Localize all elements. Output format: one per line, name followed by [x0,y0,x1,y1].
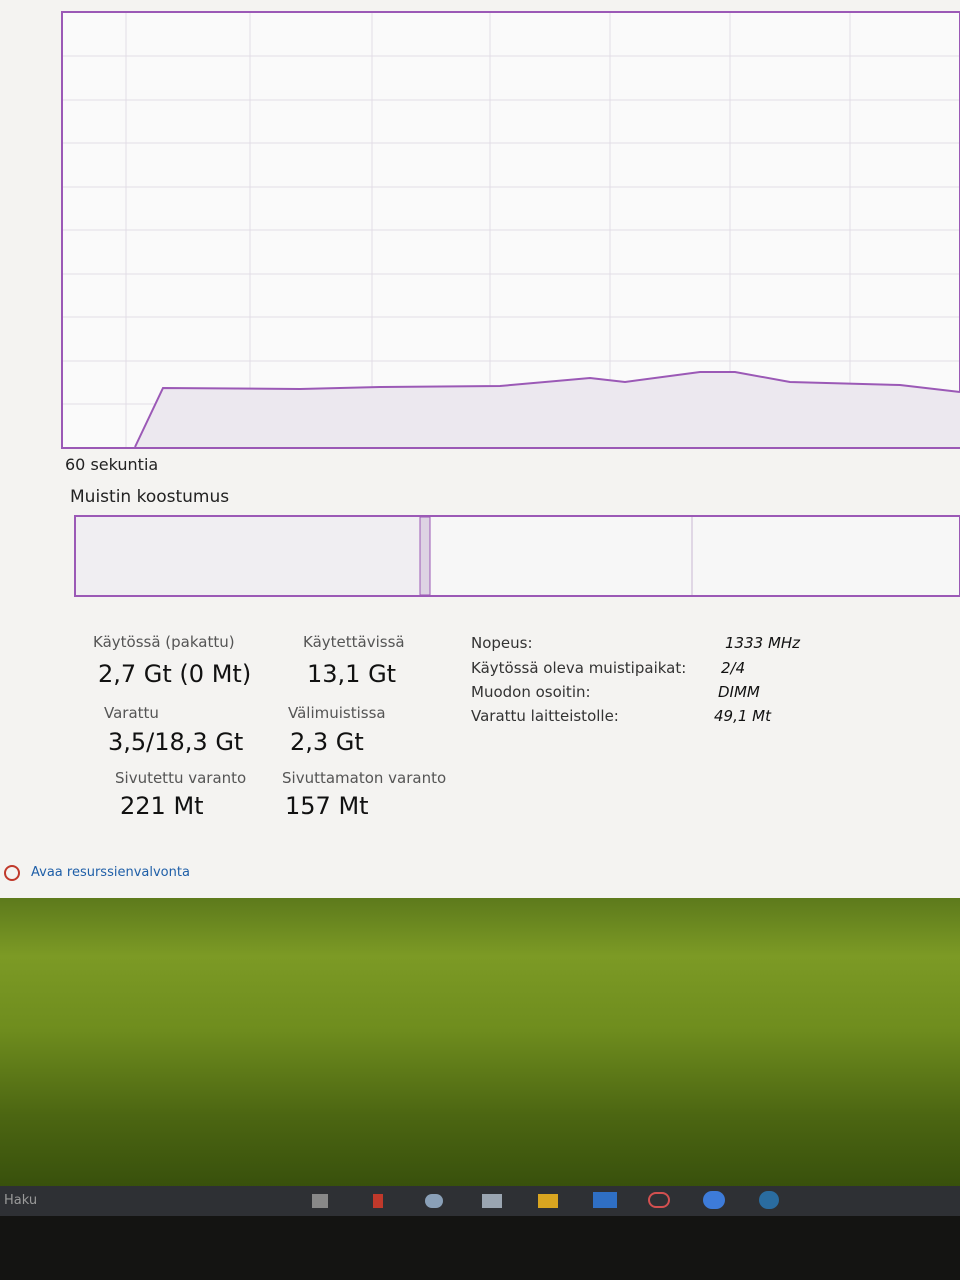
app-icon[interactable] [703,1191,725,1209]
modified-segment [419,516,431,596]
stat-label: Käytössä (pakattu) [93,633,235,651]
app-icon[interactable] [373,1194,383,1208]
app-icon[interactable] [482,1194,502,1208]
in-use-segment [76,517,420,595]
app-icon[interactable] [425,1194,443,1208]
stat-value: 3,5/18,3 Gt [108,728,244,756]
stat-value: 2,3 Gt [290,728,364,756]
app-icon[interactable] [648,1192,670,1208]
time-label: 60 sekuntia [65,455,159,474]
grid [63,13,959,447]
stat-label: Käytettävissä [303,633,405,651]
graphs [4,11,960,881]
app-icon[interactable] [593,1192,617,1208]
stat-label: Välimuistissa [288,704,386,722]
detail-label: Muodon osoitin: [471,683,591,701]
detail-value: 1333 MHz [725,634,801,652]
detail-label: Nopeus: [471,634,533,652]
detail-label: Varattu laitteistolle: [471,707,619,725]
stat-value: 157 Mt [285,792,369,820]
app-icon[interactable] [538,1194,558,1208]
memory-panel: 60 sekuntia Muistin koostumus Käytössä (… [0,0,960,898]
resource-monitor-icon [4,865,20,881]
search-box[interactable]: Haku [4,1193,38,1208]
stat-value: 221 Mt [120,792,204,820]
detail-value: 49,1 Mt [714,707,771,725]
stat-label: Varattu [104,704,159,722]
usage-line [134,371,960,448]
stat-label: Sivuttamaton varanto [282,769,447,787]
composition-title: Muistin koostumus [70,487,230,507]
app-icon[interactable] [312,1194,328,1208]
monitor-bezel [0,1216,960,1280]
detail-value: 2/4 [721,659,746,677]
detail-label: Käytössä oleva muistipaikat: [471,659,687,677]
desktop-wallpaper [0,898,960,1188]
usage-area [135,372,960,447]
stat-value: 2,7 Gt (0 Mt) [98,660,252,688]
detail-value: DIMM [718,683,760,701]
stat-label: Sivutettu varanto [115,769,247,787]
app-icon[interactable] [759,1191,779,1209]
resource-monitor-link[interactable]: Avaa resurssienvalvonta [31,865,190,880]
stat-value: 13,1 Gt [307,660,397,688]
taskbar: Haku [0,1186,960,1216]
